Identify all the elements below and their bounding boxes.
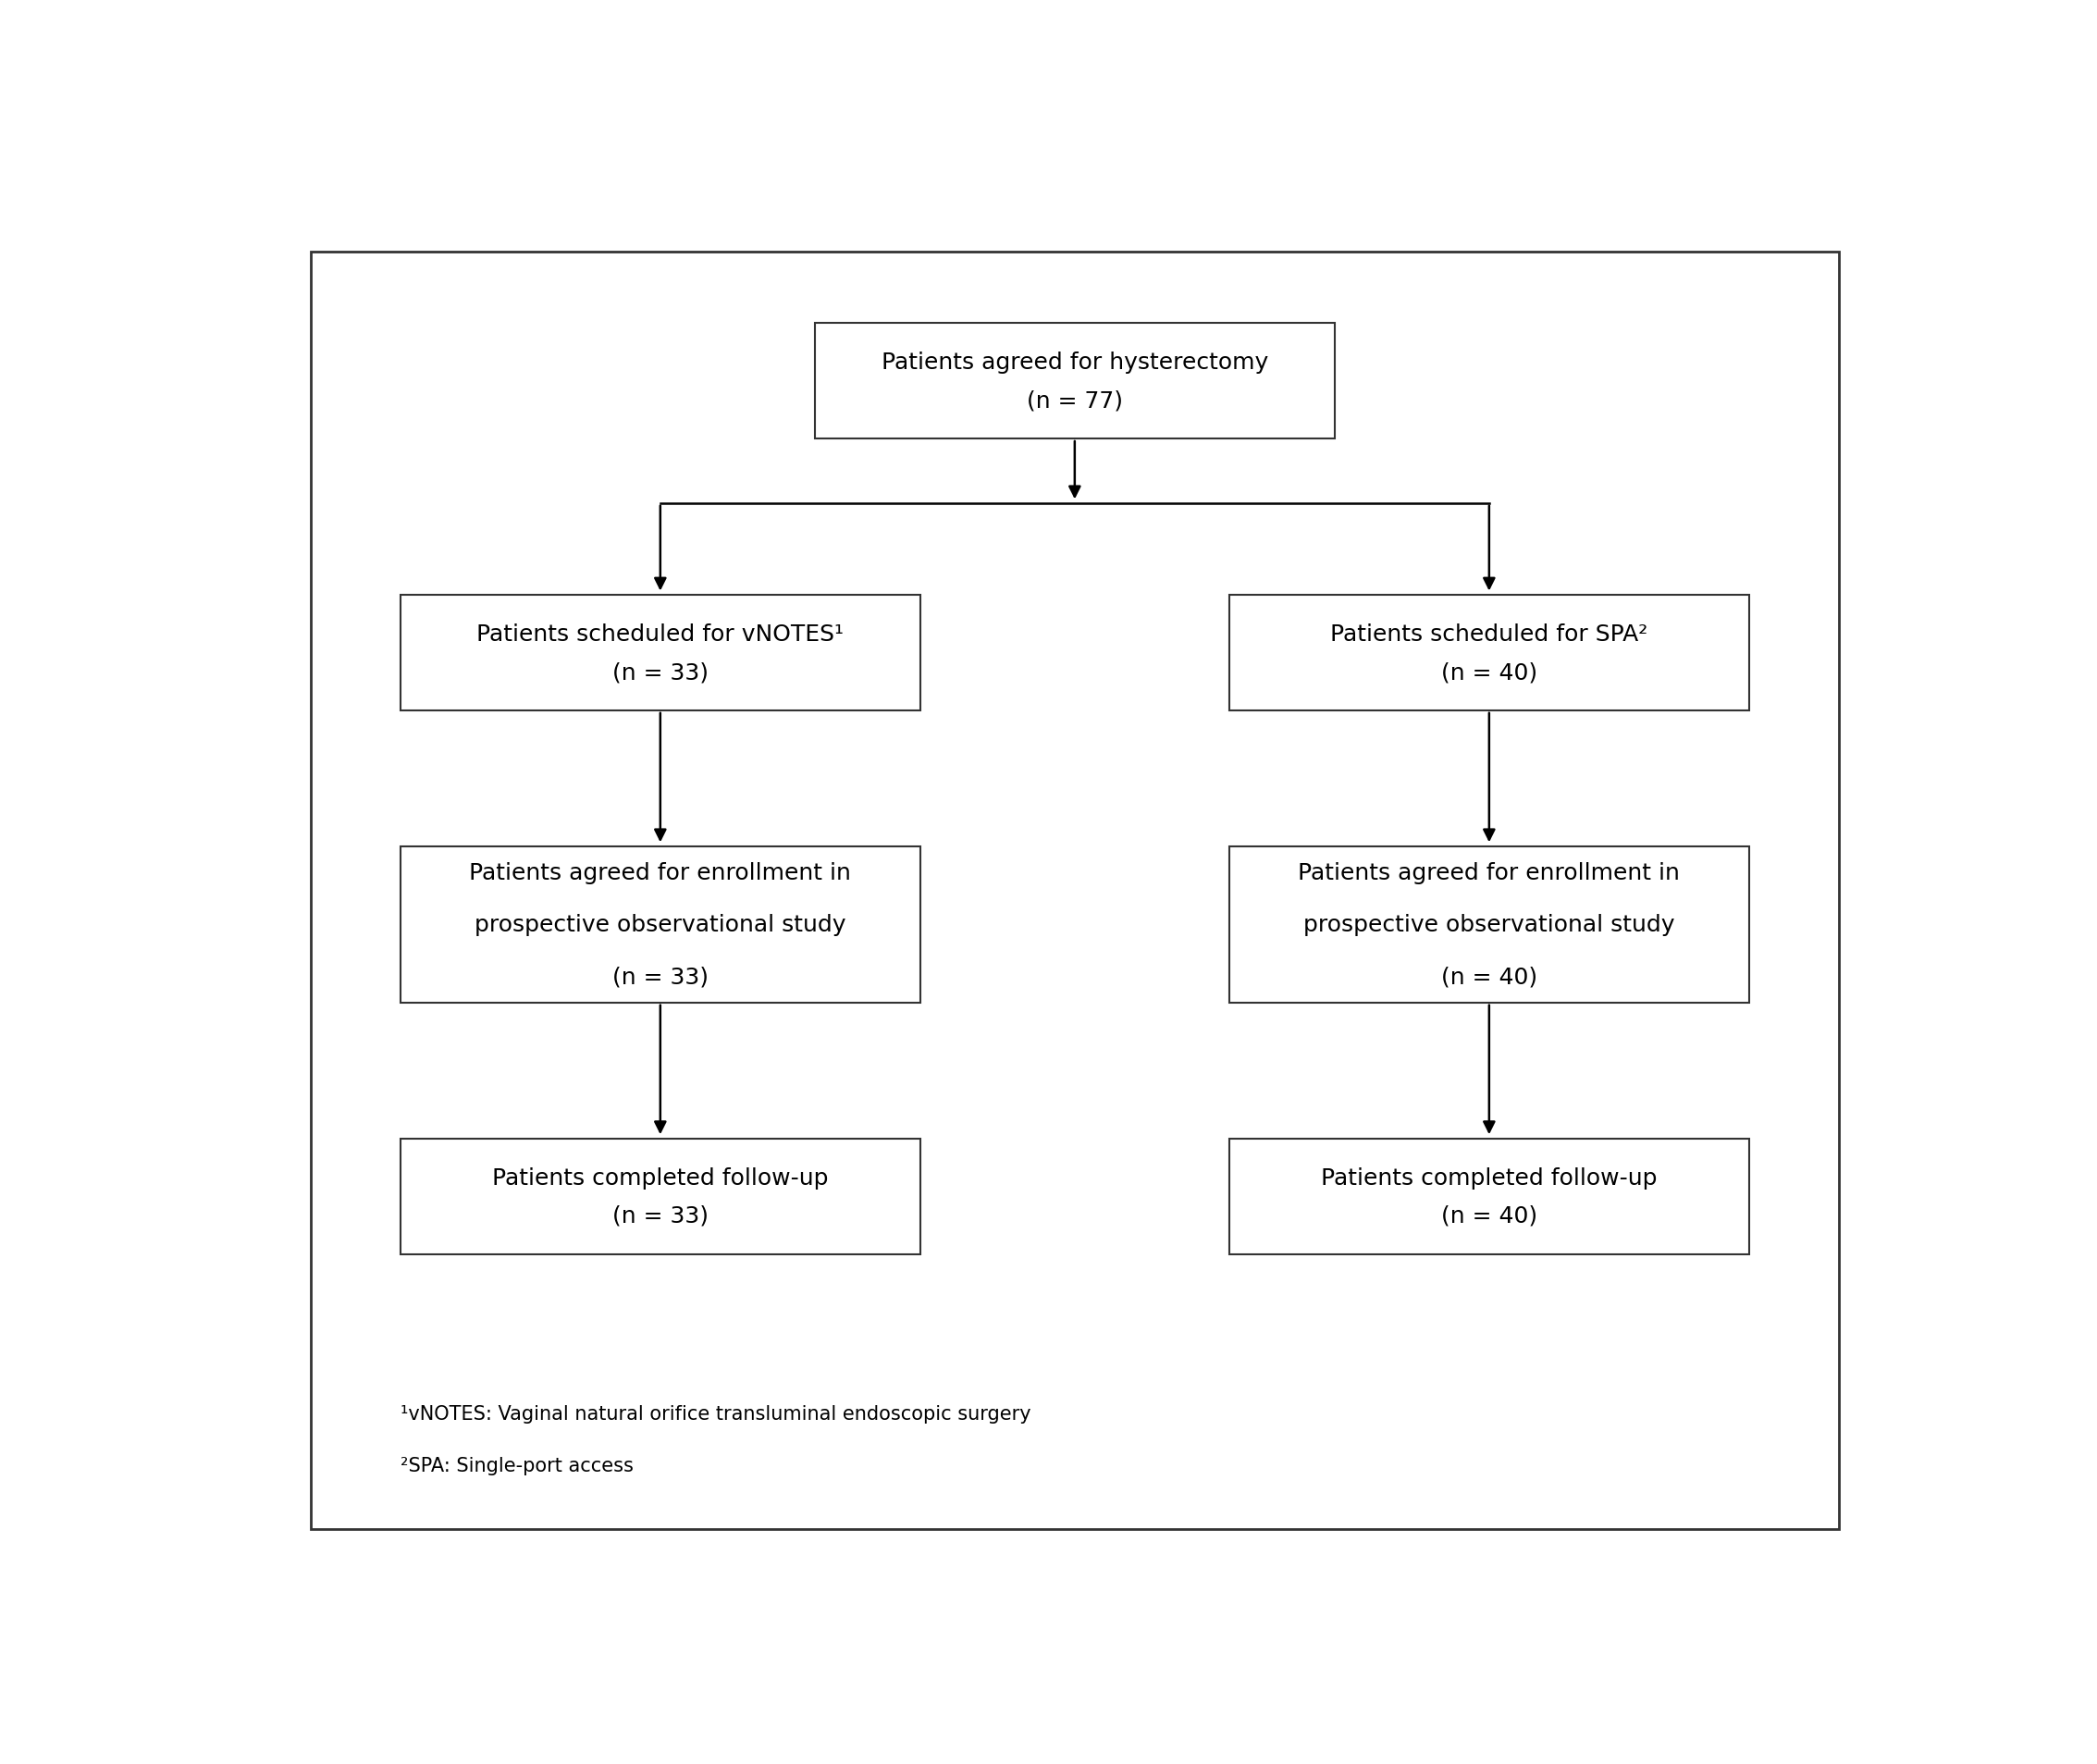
Bar	[401, 847, 921, 1004]
Bar	[1229, 847, 1749, 1004]
Bar	[814, 325, 1334, 439]
Text: (n = 40): (n = 40)	[1441, 965, 1537, 988]
Text: Patients scheduled for SPA²: Patients scheduled for SPA²	[1329, 623, 1648, 646]
Bar	[1229, 596, 1749, 711]
Text: ²SPA: Single-port access: ²SPA: Single-port access	[401, 1455, 633, 1475]
Text: (n = 33): (n = 33)	[612, 662, 709, 683]
Text: (n = 33): (n = 33)	[612, 1205, 709, 1226]
Text: (n = 40): (n = 40)	[1441, 662, 1537, 683]
Text: Patients completed follow-up: Patients completed follow-up	[1321, 1166, 1657, 1189]
Bar	[1229, 1140, 1749, 1254]
Text: (n = 33): (n = 33)	[612, 965, 709, 988]
Text: ¹vNOTES: Vaginal natural orifice transluminal endoscopic surgery: ¹vNOTES: Vaginal natural orifice translu…	[401, 1404, 1032, 1424]
Text: (n = 77): (n = 77)	[1028, 390, 1122, 411]
Text: Patients scheduled for vNOTES¹: Patients scheduled for vNOTES¹	[476, 623, 843, 646]
Text: Patients agreed for enrollment in: Patients agreed for enrollment in	[470, 863, 851, 884]
Text: Patients completed follow-up: Patients completed follow-up	[493, 1166, 828, 1189]
Text: prospective observational study: prospective observational study	[474, 914, 845, 937]
Bar	[401, 1140, 921, 1254]
Text: (n = 40): (n = 40)	[1441, 1205, 1537, 1226]
Text: prospective observational study: prospective observational study	[1304, 914, 1676, 937]
Text: Patients agreed for enrollment in: Patients agreed for enrollment in	[1298, 863, 1680, 884]
Text: Patients agreed for hysterectomy: Patients agreed for hysterectomy	[881, 351, 1269, 374]
Bar	[401, 596, 921, 711]
